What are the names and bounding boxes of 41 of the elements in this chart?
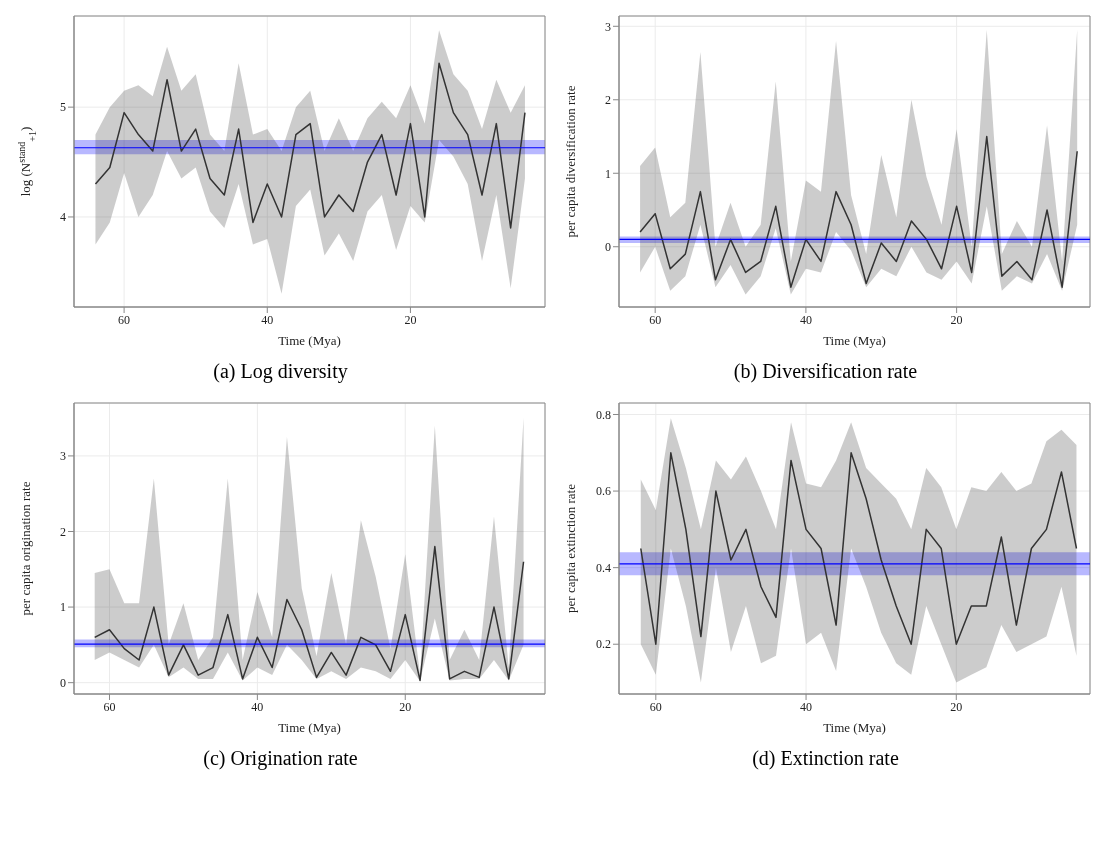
y-tick-label: 0.6 [596,484,611,499]
y-axis-title: per capita extinction rate [563,483,578,613]
y-tick-label: 2 [60,524,66,539]
y-tick-label: 0.4 [596,560,611,575]
x-tick-label: 20 [399,699,412,714]
line-series [93,545,525,682]
x-tick-label: 60 [649,699,662,714]
y-axis-title: per capita origination rate [18,481,33,616]
x-tick-label: 60 [118,312,131,327]
x-tick-label: 40 [800,699,813,714]
x-tick-label: 40 [261,312,274,327]
line-series [94,62,526,229]
x-tick-label: 60 [103,699,116,714]
x-tick-label: 20 [950,312,963,327]
y-axis-title: per capita diversification rate [563,85,578,238]
y-tick-label: 3 [60,449,66,464]
y-tick-label: 2 [605,93,611,108]
y-tick-label: 1 [60,600,66,615]
y-tick-label: 4 [60,210,66,225]
y-tick-label: 5 [60,100,66,115]
y-tick-label: 0.8 [596,407,611,422]
x-tick-label: 20 [404,312,417,327]
x-axis-title: Time (Mya) [823,720,886,735]
x-axis-title: Time (Mya) [823,333,886,348]
text: (b) Diversification rate [732,359,919,385]
x-axis-title: Time (Mya) [278,720,341,735]
x-tick-label: 40 [799,312,812,327]
y-tick-label: 3 [605,19,611,34]
y-tick-label: 1 [605,166,611,181]
text: (a) Log diversity [212,359,349,385]
text: (c) Origination rate [202,746,359,772]
x-axis-title: Time (Mya) [278,333,341,348]
x-tick-label: 60 [649,312,662,327]
y-tick-label: 0 [605,240,611,254]
x-tick-label: 40 [251,699,264,714]
y-tick-label: 0 [60,675,66,690]
line-series [640,452,1078,645]
y-tick-label: 0.2 [596,637,611,652]
text: (d) Extinction rate [751,746,900,772]
line-series [639,135,1078,288]
x-tick-label: 20 [950,699,963,714]
